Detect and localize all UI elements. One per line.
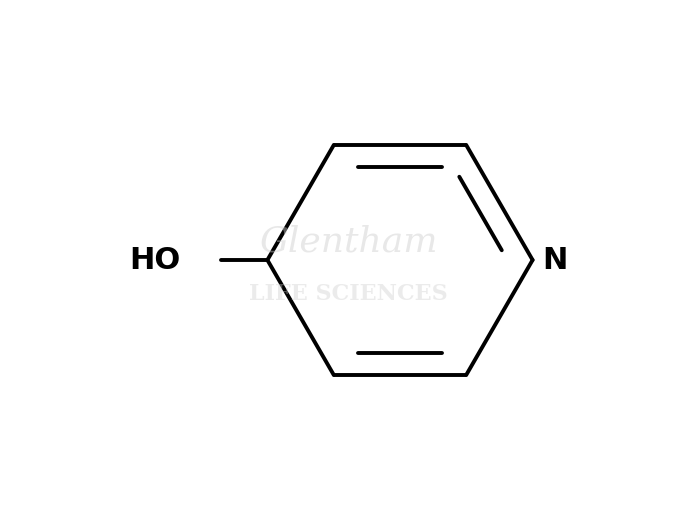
Text: LIFE SCIENCES: LIFE SCIENCES [248,283,448,305]
Text: N: N [542,245,567,275]
Text: Glentham: Glentham [259,225,437,259]
Text: HO: HO [129,245,181,275]
